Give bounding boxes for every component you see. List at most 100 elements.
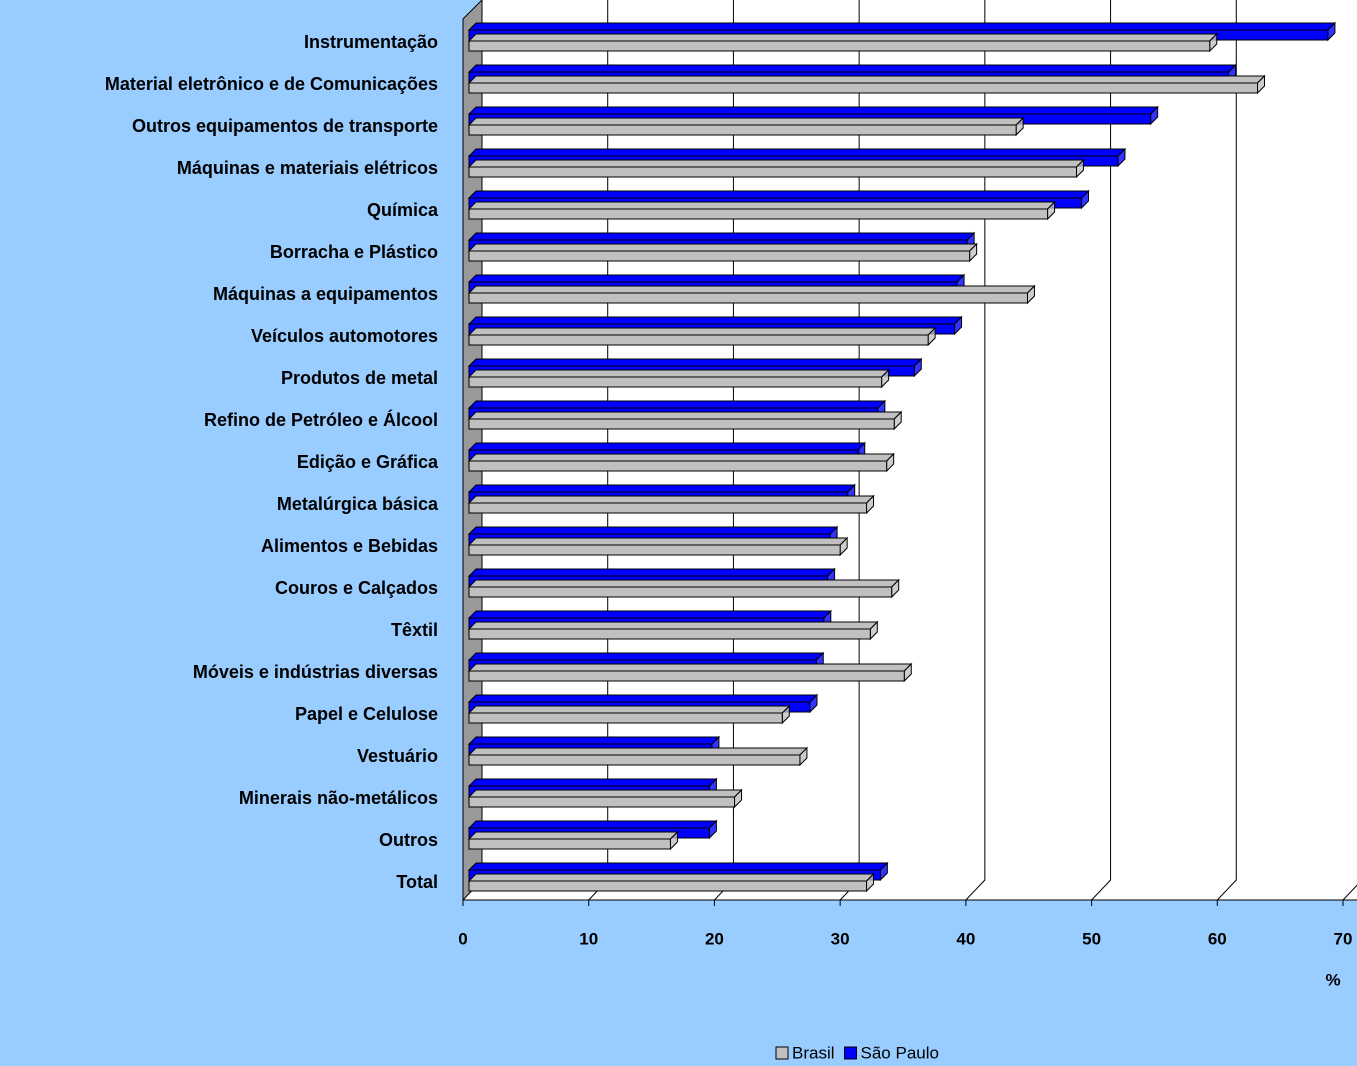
category-label: Total: [396, 872, 438, 892]
bar-front: [468, 376, 883, 388]
bar-top: [467, 537, 849, 546]
bar-top: [467, 442, 866, 451]
bar-front: [468, 250, 971, 262]
bar-front: [468, 880, 868, 892]
bar: [467, 242, 978, 263]
bar-top: [467, 201, 1056, 210]
bar-top: [467, 694, 819, 703]
category-label: Produtos de metal: [281, 368, 438, 388]
bar-top: [467, 778, 718, 787]
bar-top: [467, 820, 718, 829]
bar-top: [467, 568, 836, 577]
bar-front: [468, 670, 905, 682]
bar-top: [467, 75, 1266, 84]
category-label: Couros e Calçados: [275, 578, 438, 598]
bar-front: [468, 586, 893, 598]
category-label: Alimentos e Bebidas: [261, 536, 438, 556]
bar-top: [467, 747, 809, 756]
bar-top: [467, 663, 913, 672]
bar: [467, 746, 809, 767]
bar-front: [468, 460, 888, 472]
bar: [467, 74, 1266, 95]
grid-line: [1342, 884, 1357, 901]
bar: [467, 368, 890, 389]
category-label: Papel e Celulose: [295, 704, 438, 724]
bar-top: [467, 22, 1337, 31]
bar-top: [467, 579, 900, 588]
grid-line: [1091, 0, 1112, 901]
bar-top: [467, 736, 721, 745]
category-label: Material eletrônico e de Comunicações: [105, 74, 438, 94]
bar-top: [467, 400, 887, 409]
bar-top: [467, 369, 890, 378]
bar-top: [467, 64, 1237, 73]
bar-front: [468, 292, 1028, 304]
bar-top: [467, 873, 875, 882]
bar-top: [467, 358, 923, 367]
bar: [467, 494, 875, 515]
bar-front: [468, 502, 868, 514]
bar-front: [468, 166, 1077, 178]
bar: [467, 872, 875, 893]
category-label: Outros: [379, 830, 438, 850]
bar: [467, 704, 791, 725]
category-label: Têxtil: [391, 620, 438, 640]
bar-top: [467, 327, 937, 336]
x-axis-label: %: [1325, 970, 1340, 989]
category-label: Móveis e indústrias diversas: [193, 662, 438, 682]
bar-top: [467, 285, 1036, 294]
bar-top: [467, 106, 1159, 115]
bar-top: [467, 484, 856, 493]
x-tick-label: 20: [705, 929, 724, 948]
category-label: Química: [367, 200, 439, 220]
x-tick-label: 70: [1334, 929, 1353, 948]
bar: [467, 410, 903, 431]
bar-front: [468, 544, 841, 556]
bar-front: [468, 712, 783, 724]
bar: [467, 32, 1218, 53]
bar-front: [468, 418, 895, 430]
category-label: Edição e Gráfica: [297, 452, 439, 472]
bar-top: [467, 453, 895, 462]
bar: [467, 662, 913, 683]
bar: [467, 158, 1085, 179]
bar-top: [467, 789, 743, 798]
bar: [467, 788, 743, 809]
category-label: Máquinas e materiais elétricos: [177, 158, 438, 178]
bar-top: [467, 610, 833, 619]
bar-top: [467, 526, 839, 535]
bar-top: [467, 705, 791, 714]
bar: [467, 578, 900, 599]
bar-top: [467, 831, 679, 840]
category-label: Vestuário: [357, 746, 438, 766]
bar-front: [468, 628, 871, 640]
legend-swatch: [775, 1046, 789, 1060]
bar-front: [468, 754, 801, 766]
x-tick-label: 40: [956, 929, 975, 948]
category-label: Máquinas a equipamentos: [213, 284, 438, 304]
x-tick-label: 60: [1208, 929, 1227, 948]
bar-top: [467, 495, 875, 504]
bar-top: [467, 159, 1085, 168]
bar: [467, 326, 937, 347]
bar-top: [467, 148, 1127, 157]
bar-top: [467, 652, 825, 661]
legend-swatch: [844, 1046, 858, 1060]
legend-label: Brasil: [792, 1043, 835, 1062]
grid-line: [1216, 0, 1237, 901]
category-label: Metalúrgica básica: [277, 494, 439, 514]
bar-top: [467, 274, 966, 283]
bar-top: [467, 190, 1090, 199]
bar-front: [468, 40, 1211, 52]
bar: [467, 200, 1056, 221]
bar-top: [467, 411, 903, 420]
bar-top: [467, 33, 1218, 42]
bar-front: [468, 82, 1259, 94]
category-label: Refino de Petróleo e Álcool: [204, 409, 438, 430]
bar-top: [467, 316, 963, 325]
x-tick-label: 30: [831, 929, 850, 948]
bar-top: [467, 862, 889, 871]
bar-top: [467, 117, 1025, 126]
bar: [467, 452, 895, 473]
